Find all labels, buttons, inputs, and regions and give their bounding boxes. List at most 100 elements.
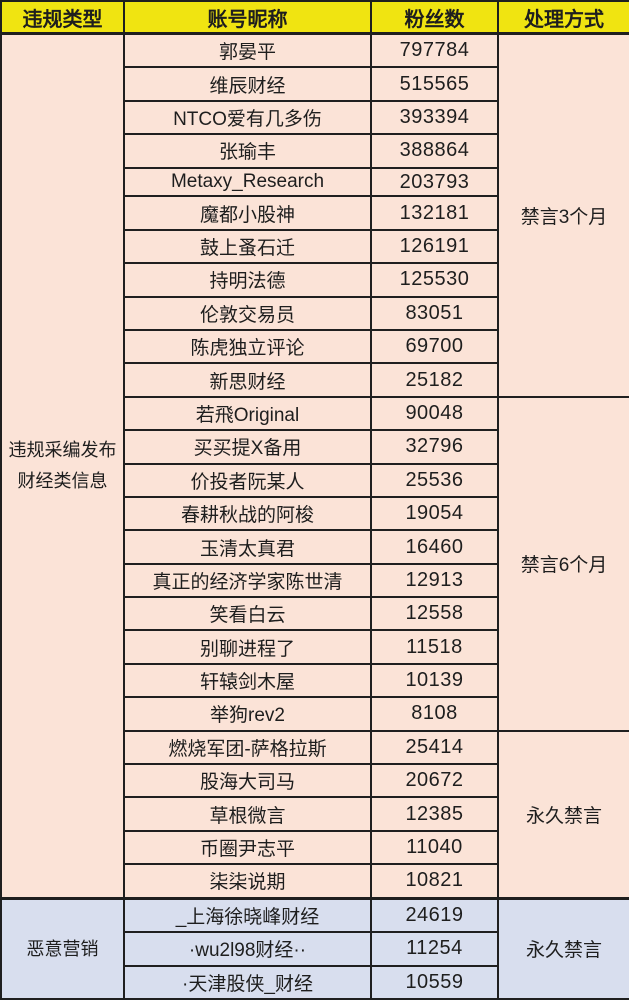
nickname-cell: 别聊进程了 [123, 629, 372, 665]
table-row: 陈虎独立评论 69700 [1, 328, 629, 365]
fans-count-cell: 10559 [370, 964, 499, 1000]
column-header-nickname: 账号昵称 [123, 0, 372, 35]
table-row: 玉清太真君 16460 [1, 529, 629, 565]
nickname-cell: 举狗rev2 [123, 696, 372, 732]
punishment-cell: 禁言6个月 [497, 395, 629, 732]
table-row: 别聊进程了 11518 [1, 629, 629, 665]
table-row: 草根微言 12385 [1, 796, 629, 832]
nickname-cell: 春耕秋战的阿梭 [123, 495, 372, 532]
nickname-cell: 鼓上蚤石迁 [123, 228, 372, 265]
table-row: 笑看白云 12558 [1, 596, 629, 632]
table-row: 维辰财经 515565 [1, 66, 629, 102]
nickname-cell: 陈虎独立评论 [123, 328, 372, 365]
nickname-cell: 币圈尹志平 [123, 829, 372, 866]
fans-count-cell: 126191 [370, 228, 499, 265]
fans-count-cell: 10139 [370, 662, 499, 699]
fans-count-cell: 203793 [370, 166, 499, 198]
fans-count-cell: 125530 [370, 262, 499, 298]
punishment-cell: 永久禁言 [497, 896, 629, 1000]
table-row: 举狗rev2 8108 [1, 696, 629, 732]
violation-type-cell: 恶意营销 [0, 896, 125, 1000]
nickname-cell: 郭晏平 [123, 32, 372, 69]
fans-count-cell: 515565 [370, 66, 499, 102]
nickname-cell: 玉清太真君 [123, 529, 372, 565]
column-header-fans-count: 粉丝数 [370, 0, 499, 35]
fans-count-cell: 12558 [370, 596, 499, 632]
fans-count-cell: 25414 [370, 729, 499, 766]
nickname-cell: 持明法德 [123, 262, 372, 298]
fans-count-cell: 12913 [370, 562, 499, 599]
nickname-cell: 笑看白云 [123, 596, 372, 632]
fans-count-cell: 8108 [370, 696, 499, 732]
table-row: 燃烧军团-萨格拉斯 25414 永久禁言 [1, 729, 629, 900]
nickname-cell: 买买提X备用 [123, 429, 372, 465]
nickname-cell: 燃烧军团-萨格拉斯 [123, 729, 372, 766]
table-row: 若飛Original 90048 禁言6个月 [1, 395, 629, 732]
table-row: 魔都小股神 132181 [1, 195, 629, 231]
fans-count-cell: 12385 [370, 796, 499, 832]
nickname-cell: 新思财经 [123, 362, 372, 398]
table-row: 鼓上蚤石迁 126191 [1, 228, 629, 265]
table-row: 伦敦交易员 83051 [1, 295, 629, 331]
fans-count-cell: 19054 [370, 495, 499, 532]
fans-count-cell: 90048 [370, 395, 499, 432]
table-row: Metaxy_Research 203793 [1, 166, 629, 198]
nickname-cell: 股海大司马 [123, 763, 372, 799]
table-body: 违规采编发布财经类信息 郭晏平 797784 禁言3个月 维辰财经 515565 NTCO爱… [0, 32, 629, 1000]
nickname-cell: NTCO爱有几多伤 [123, 99, 372, 136]
table-row: 新思财经 25182 [1, 362, 629, 398]
table-header-row: 违规类型 账号昵称 粉丝数 处理方式 [0, 0, 629, 35]
fans-count-cell: 16460 [370, 529, 499, 565]
table-row: NTCO爱有几多伤 393394 [1, 99, 629, 136]
nickname-cell: 轩辕剑木屋 [123, 662, 372, 699]
nickname-cell: ·天津股侠_财经 [123, 964, 372, 1000]
fans-count-cell: 20672 [370, 763, 499, 799]
nickname-cell: 维辰财经 [123, 66, 372, 102]
table-row: 违规采编发布财经类信息 郭晏平 797784 禁言3个月 [0, 32, 629, 900]
fans-count-cell: 11518 [370, 629, 499, 665]
fans-count-cell: 388864 [370, 133, 499, 169]
column-header-punishment: 处理方式 [497, 0, 629, 35]
nickname-cell: 若飛Original [123, 395, 372, 432]
table-row: 持明法德 125530 [1, 262, 629, 298]
table-row: 价投者阮某人 25536 [1, 462, 629, 498]
fans-count-cell: 10821 [370, 863, 499, 900]
nickname-cell: 真正的经济学家陈世清 [123, 562, 372, 599]
fans-count-cell: 83051 [370, 295, 499, 331]
table-row: 柒柒说期 10821 [1, 863, 629, 900]
nickname-cell: 魔都小股神 [123, 195, 372, 231]
fans-count-cell: 24619 [370, 896, 499, 934]
fans-count-cell: 69700 [370, 328, 499, 365]
table-row: ·天津股侠_财经 10559 [1, 964, 629, 1000]
table-row: 股海大司马 20672 [1, 763, 629, 799]
nickname-cell: 柒柒说期 [123, 863, 372, 900]
punishment-cell: 永久禁言 [497, 729, 629, 900]
fans-count-cell: 25182 [370, 362, 499, 398]
fans-count-cell: 32796 [370, 429, 499, 465]
fans-count-cell: 25536 [370, 462, 499, 498]
nickname-cell: ·wu2l98财经·· [123, 931, 372, 967]
nickname-cell: Metaxy_Research [123, 166, 372, 198]
table-row: 真正的经济学家陈世清 12913 [1, 562, 629, 599]
nickname-cell: 价投者阮某人 [123, 462, 372, 498]
table-row: ·wu2l98财经·· 11254 [1, 931, 629, 967]
column-header-violation-type: 违规类型 [0, 0, 125, 35]
fans-count-cell: 132181 [370, 195, 499, 231]
violation-type-cell: 违规采编发布财经类信息 [0, 32, 125, 900]
table-row: 币圈尹志平 11040 [1, 829, 629, 866]
fans-count-cell: 11040 [370, 829, 499, 866]
table-row: 张瑜丰 388864 [1, 133, 629, 169]
table-row: 恶意营销 _上海徐晓峰财经 24619 永久禁言 [0, 896, 629, 1000]
table-row: 春耕秋战的阿梭 19054 [1, 495, 629, 532]
nickname-cell: _上海徐晓峰财经 [123, 896, 372, 934]
fans-count-cell: 11254 [370, 931, 499, 967]
nickname-cell: 伦敦交易员 [123, 295, 372, 331]
nickname-cell: 草根微言 [123, 796, 372, 832]
table-row: 轩辕剑木屋 10139 [1, 662, 629, 699]
fans-count-cell: 393394 [370, 99, 499, 136]
nickname-cell: 张瑜丰 [123, 133, 372, 169]
punishment-cell: 禁言3个月 [497, 32, 629, 398]
fans-count-cell: 797784 [370, 32, 499, 69]
table-row: 买买提X备用 32796 [1, 429, 629, 465]
